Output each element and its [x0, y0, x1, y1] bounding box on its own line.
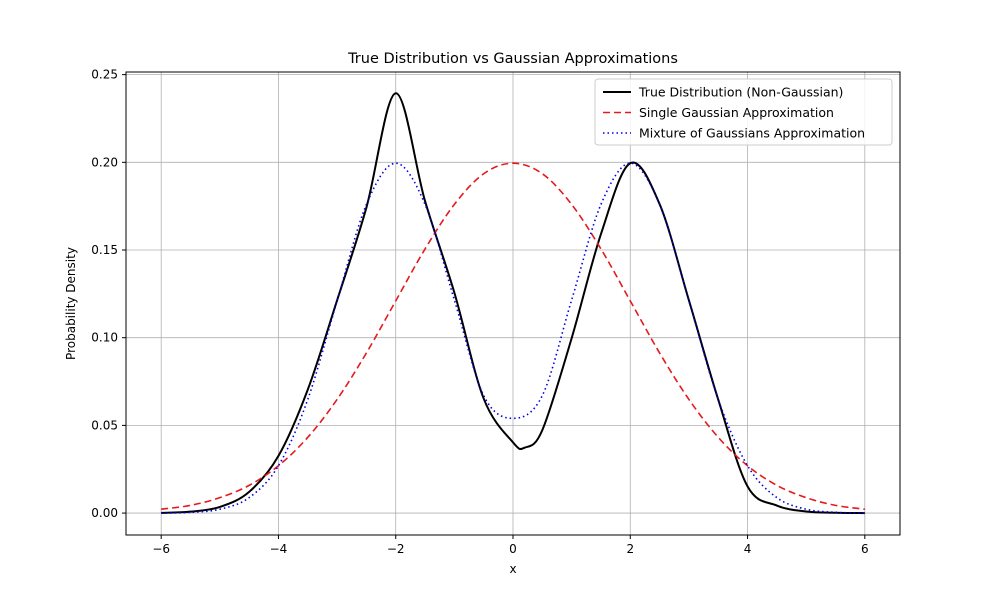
- y-tick-label: 0.20: [91, 155, 118, 169]
- true-distribution-line: [161, 92, 865, 515]
- x-tick-label: 4: [744, 542, 752, 556]
- x-tick-label: 2: [626, 542, 634, 556]
- x-tick-label: −2: [387, 542, 405, 556]
- y-tick-label: 0.15: [91, 243, 118, 257]
- legend-label: Mixture of Gaussians Approximation: [639, 126, 865, 141]
- single-gaussian-line: [161, 162, 865, 511]
- mixture-gaussians-line: [161, 162, 865, 514]
- axis-ticks: −6 −4 −2 0 2 4 6 0.00 0.05 0.10 0.15 0.20 0.25: [91, 68, 868, 556]
- legend: True Distribution (Non-Gaussian) Single G…: [594, 78, 893, 146]
- chart-title: True Distribution vs Gaussian Approximat…: [347, 51, 678, 67]
- y-tick-label: 0.10: [91, 331, 118, 345]
- x-tick-label: −4: [270, 542, 288, 556]
- grid: [126, 72, 900, 535]
- legend-label: Single Gaussian Approximation: [639, 105, 834, 120]
- x-tick-label: 0: [509, 542, 517, 556]
- x-axis-label: x: [509, 562, 516, 576]
- x-tick-label: 6: [861, 542, 869, 556]
- legend-box: [594, 78, 893, 146]
- x-tick-label: −6: [152, 542, 170, 556]
- y-tick-label: 0.25: [91, 68, 118, 82]
- y-axis-label: Probability Density: [64, 247, 78, 360]
- y-tick-label: 0.00: [91, 506, 118, 520]
- legend-label: True Distribution (Non-Gaussian): [638, 85, 843, 100]
- series-group: [161, 92, 865, 515]
- y-tick-label: 0.05: [91, 418, 118, 432]
